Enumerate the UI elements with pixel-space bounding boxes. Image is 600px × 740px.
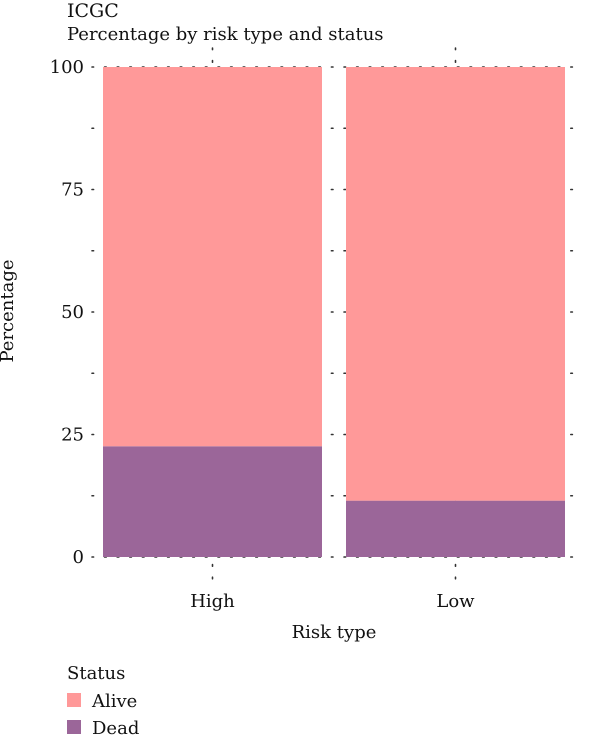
bar-dead-high — [103, 446, 322, 557]
bar-alive-low — [346, 67, 565, 501]
legend-label-alive: Alive — [91, 691, 137, 712]
chart-subtitle: Percentage by risk type and status — [67, 24, 384, 45]
legend-swatch-alive — [67, 693, 81, 707]
y-tick-label: 100 — [50, 57, 84, 78]
bar-dead-low — [346, 500, 565, 557]
x-tick-label: High — [190, 591, 235, 612]
y-tick-label: 50 — [61, 302, 84, 323]
y-axis-label: Percentage — [0, 259, 18, 362]
chart-title: ICGC — [67, 0, 119, 22]
y-tick-label: 0 — [73, 547, 84, 568]
bar-alive-high — [103, 67, 322, 447]
x-axis-label: Risk type — [292, 622, 377, 643]
legend-swatch-dead — [67, 720, 81, 734]
axes: 0 25 50 75 100 High Low — [50, 57, 476, 612]
legend: Status Alive Dead — [67, 663, 139, 739]
x-tick-label: Low — [436, 591, 475, 612]
legend-title: Status — [67, 663, 125, 684]
y-tick-label: 25 — [61, 425, 84, 446]
bar-group — [103, 67, 565, 557]
y-tick-label: 75 — [61, 180, 84, 201]
legend-label-dead: Dead — [92, 718, 139, 736]
